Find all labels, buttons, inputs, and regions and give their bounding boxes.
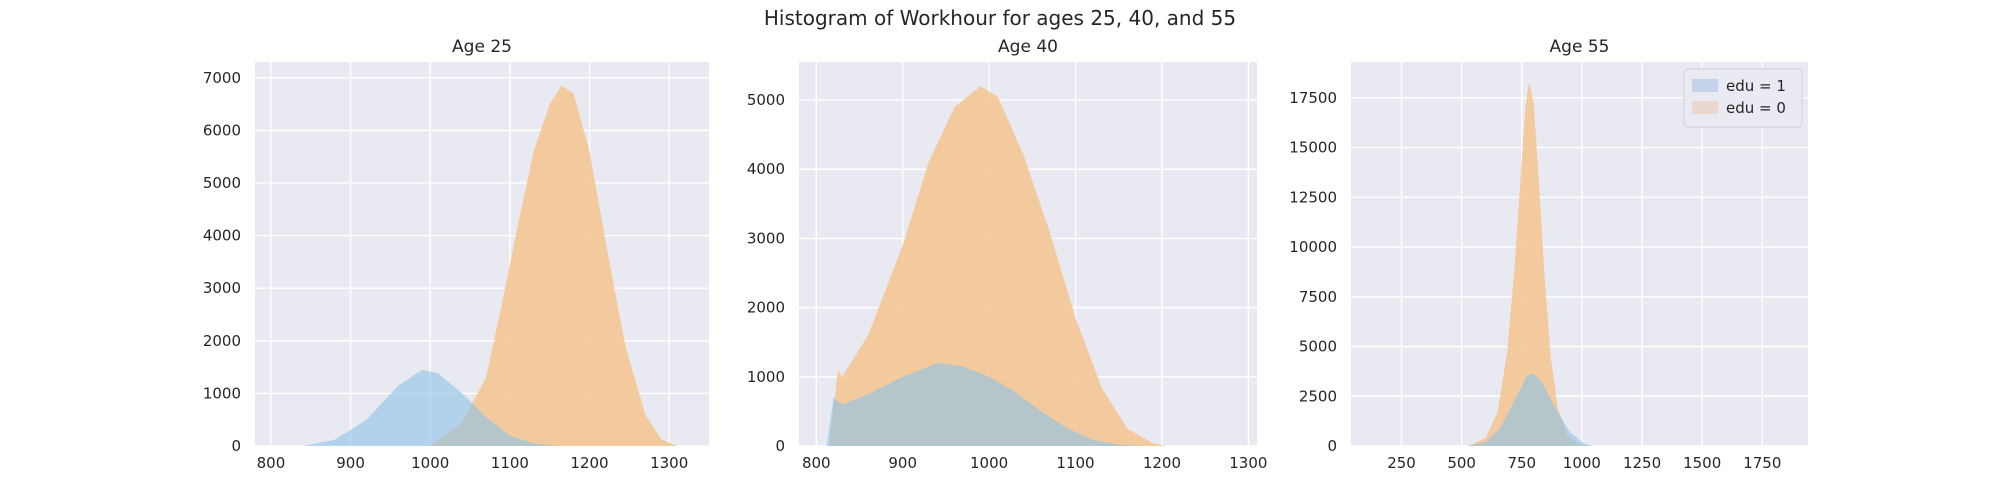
series-group bbox=[1466, 81, 1594, 446]
series-edu0-area bbox=[1468, 81, 1590, 446]
x-tick-label: 1300 bbox=[650, 454, 688, 472]
x-tick-label: 900 bbox=[336, 454, 365, 472]
panel-title: Age 40 bbox=[998, 37, 1058, 57]
y-tick-label: 17500 bbox=[1289, 89, 1337, 107]
y-tick-label: 5000 bbox=[747, 91, 785, 109]
y-tick-label: 0 bbox=[1327, 437, 1337, 455]
x-tick-label: 800 bbox=[257, 454, 286, 472]
x-tick-label: 800 bbox=[802, 454, 831, 472]
y-tick-label: 7500 bbox=[1299, 288, 1337, 306]
y-tick-label: 0 bbox=[775, 437, 785, 455]
y-tick-label: 1000 bbox=[747, 368, 785, 386]
series-edu0-area bbox=[829, 86, 1167, 446]
y-tick-label: 0 bbox=[231, 437, 241, 455]
y-tick-label: 10000 bbox=[1289, 238, 1337, 256]
x-tick-label: 1000 bbox=[1563, 454, 1601, 472]
x-tick-label: 1500 bbox=[1683, 454, 1721, 472]
x-tick-label: 1300 bbox=[1229, 454, 1267, 472]
y-tick-label: 6000 bbox=[203, 121, 241, 139]
x-tick-label: 1000 bbox=[970, 454, 1008, 472]
chart-suptitle: Histogram of Workhour for ages 25, 40, a… bbox=[764, 6, 1236, 30]
legend: edu = 1 edu = 0 bbox=[1683, 68, 1803, 128]
x-tick-label: 900 bbox=[888, 454, 917, 472]
x-tick-label: 1200 bbox=[570, 454, 608, 472]
legend-swatch bbox=[1692, 79, 1718, 92]
series-group bbox=[826, 86, 1167, 446]
y-tick-label: 4000 bbox=[203, 227, 241, 245]
y-tick-label: 2000 bbox=[747, 299, 785, 317]
y-tick-label: 5000 bbox=[1299, 338, 1337, 356]
y-tick-label: 15000 bbox=[1289, 139, 1337, 157]
panel-1: 800 900 1000 1100 1200 1300 0 1000 2000 3000 4000 5… bbox=[203, 37, 709, 472]
y-tick-label: 3000 bbox=[747, 229, 785, 247]
x-tick-label: 1750 bbox=[1743, 454, 1781, 472]
series-edu0-area bbox=[430, 85, 678, 446]
x-tick-label: 1250 bbox=[1623, 454, 1661, 472]
x-tick-label: 750 bbox=[1507, 454, 1536, 472]
panel-title: Age 55 bbox=[1550, 37, 1610, 57]
series-edu1-area bbox=[1466, 373, 1594, 446]
y-tick-label: 5000 bbox=[203, 174, 241, 192]
panel-2: 800 900 1000 1100 1200 1300 0 1000 2000 3000 4000 5… bbox=[747, 37, 1268, 472]
y-tick-label: 12500 bbox=[1289, 188, 1337, 206]
y-tick-label: 1000 bbox=[203, 384, 241, 402]
x-tick-label: 1100 bbox=[491, 454, 529, 472]
legend-label: edu = 0 bbox=[1726, 99, 1786, 117]
x-tick-label: 1000 bbox=[411, 454, 449, 472]
series-edu1-area bbox=[302, 369, 558, 446]
x-tick-label: 500 bbox=[1447, 454, 1476, 472]
x-tick-label: 1100 bbox=[1056, 454, 1094, 472]
x-tick-label: 1200 bbox=[1143, 454, 1181, 472]
y-tick-label: 2500 bbox=[1299, 387, 1337, 405]
y-tick-label: 4000 bbox=[747, 160, 785, 178]
y-tick-label: 7000 bbox=[203, 69, 241, 87]
panel-title: Age 25 bbox=[452, 37, 512, 57]
y-tick-label: 3000 bbox=[203, 279, 241, 297]
x-tick-label: 250 bbox=[1387, 454, 1416, 472]
y-tick-label: 2000 bbox=[203, 332, 241, 350]
series-group bbox=[302, 85, 678, 446]
series-edu1-area bbox=[826, 362, 1145, 446]
legend-swatch bbox=[1692, 101, 1718, 114]
legend-label: edu = 1 bbox=[1726, 77, 1786, 95]
